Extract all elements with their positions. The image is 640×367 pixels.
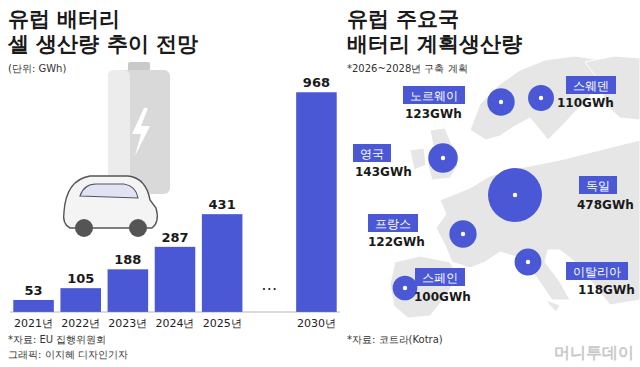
bar xyxy=(60,288,101,312)
baseline xyxy=(10,312,340,313)
car-window xyxy=(80,184,138,198)
credit: 그래픽: 이지혜 디자인기자 xyxy=(8,349,128,360)
country-shape xyxy=(410,148,426,170)
bubble-center xyxy=(461,232,465,236)
bubble-center xyxy=(499,100,503,104)
data-label: 968 xyxy=(303,75,330,90)
title-line: 유럽 배터리 xyxy=(8,7,120,31)
bubble-center xyxy=(513,193,517,197)
car-body xyxy=(64,176,158,228)
value-label: 118GWh xyxy=(578,283,635,297)
bubble-labels: 노르웨이 123GWh 스웨덴 110GWh 영국 143GWh 독일 478GWh 프랑스 12… xyxy=(353,76,635,304)
label-box xyxy=(579,176,617,194)
tick-label: 2022년 xyxy=(61,317,100,330)
gap-annotation: … xyxy=(261,275,277,294)
bubble xyxy=(449,220,476,247)
source: *자료: 코트라(Kotra) xyxy=(347,334,443,345)
bubble-center xyxy=(403,286,407,290)
data-label: 188 xyxy=(114,252,141,267)
country-shape xyxy=(545,300,560,312)
bubble-center xyxy=(539,96,543,100)
bar-labels: 53 105 188 287 431 968 xyxy=(25,75,330,298)
car-wheel xyxy=(75,219,93,237)
watermark: 머니투데이 xyxy=(554,343,634,362)
label-box xyxy=(403,86,465,104)
infographic: 유럽 배터리셀 생산량 추이 전망 (단위: GWh) 53 105 188 287 431… xyxy=(0,0,640,367)
bar xyxy=(13,300,54,312)
bubble xyxy=(488,168,542,222)
value-label: 122GWh xyxy=(368,235,425,249)
value-label: 100GWh xyxy=(414,290,471,304)
bar xyxy=(155,247,196,312)
title-line: 유럽 주요국 xyxy=(347,7,459,31)
car-wheel xyxy=(129,219,147,237)
title-line: 배터리 계획생산량 xyxy=(347,32,522,56)
source: *자료: EU 집행위원회 xyxy=(8,334,106,345)
bubble xyxy=(515,249,542,276)
value-label: 110GWh xyxy=(557,96,614,110)
label-box xyxy=(566,76,616,94)
data-label: 105 xyxy=(67,271,94,286)
value-label: 143GWh xyxy=(355,165,412,179)
unit-label: (단위: GWh) xyxy=(8,63,66,74)
country-label: 독일 xyxy=(586,179,610,193)
bar xyxy=(108,269,149,312)
subtitle: *2026~2028년 구축 계획 xyxy=(347,63,468,74)
label-box xyxy=(353,144,391,162)
value-label: 123GWh xyxy=(405,107,462,121)
chart-title: 유럽 주요국배터리 계획생산량 xyxy=(347,7,522,56)
bubble xyxy=(528,85,554,111)
tick-label: 2021년 xyxy=(14,317,53,330)
map-land xyxy=(390,56,640,318)
tick-label: 2024년 xyxy=(156,317,195,330)
tick-label: 2023년 xyxy=(108,317,147,330)
bubble xyxy=(428,143,458,173)
country-shape xyxy=(436,140,640,305)
battery-bolt xyxy=(132,108,150,156)
country-label: 프랑스 xyxy=(375,217,411,231)
country-label: 스페인 xyxy=(422,271,458,285)
illustration xyxy=(64,62,170,237)
data-label: 53 xyxy=(25,283,43,298)
country-shape xyxy=(428,128,458,180)
data-label: 287 xyxy=(161,230,188,245)
background xyxy=(0,0,640,367)
title-line: 셀 생산량 추이 전망 xyxy=(7,32,198,56)
country-label: 노르웨이 xyxy=(410,89,458,103)
bubble-center xyxy=(526,260,530,264)
country-label: 영국 xyxy=(360,147,384,161)
country-shape xyxy=(390,256,458,318)
bubble-center xyxy=(441,156,445,160)
label-box xyxy=(566,262,628,280)
label-box xyxy=(415,268,465,286)
label-box xyxy=(368,214,418,232)
tick-label: 2030년 xyxy=(297,317,336,330)
bars xyxy=(13,92,336,312)
tick-label: 2025년 xyxy=(203,317,242,330)
bubbles xyxy=(393,85,554,300)
chart-title: 유럽 배터리셀 생산량 추이 전망 xyxy=(7,7,198,56)
bar xyxy=(202,214,243,312)
bar xyxy=(296,92,337,312)
country-label: 이탈리아 xyxy=(573,265,621,279)
value-label: 478GWh xyxy=(577,198,634,212)
bubble xyxy=(487,88,514,115)
data-label: 431 xyxy=(209,197,236,212)
country-label: 스웨덴 xyxy=(573,79,609,93)
